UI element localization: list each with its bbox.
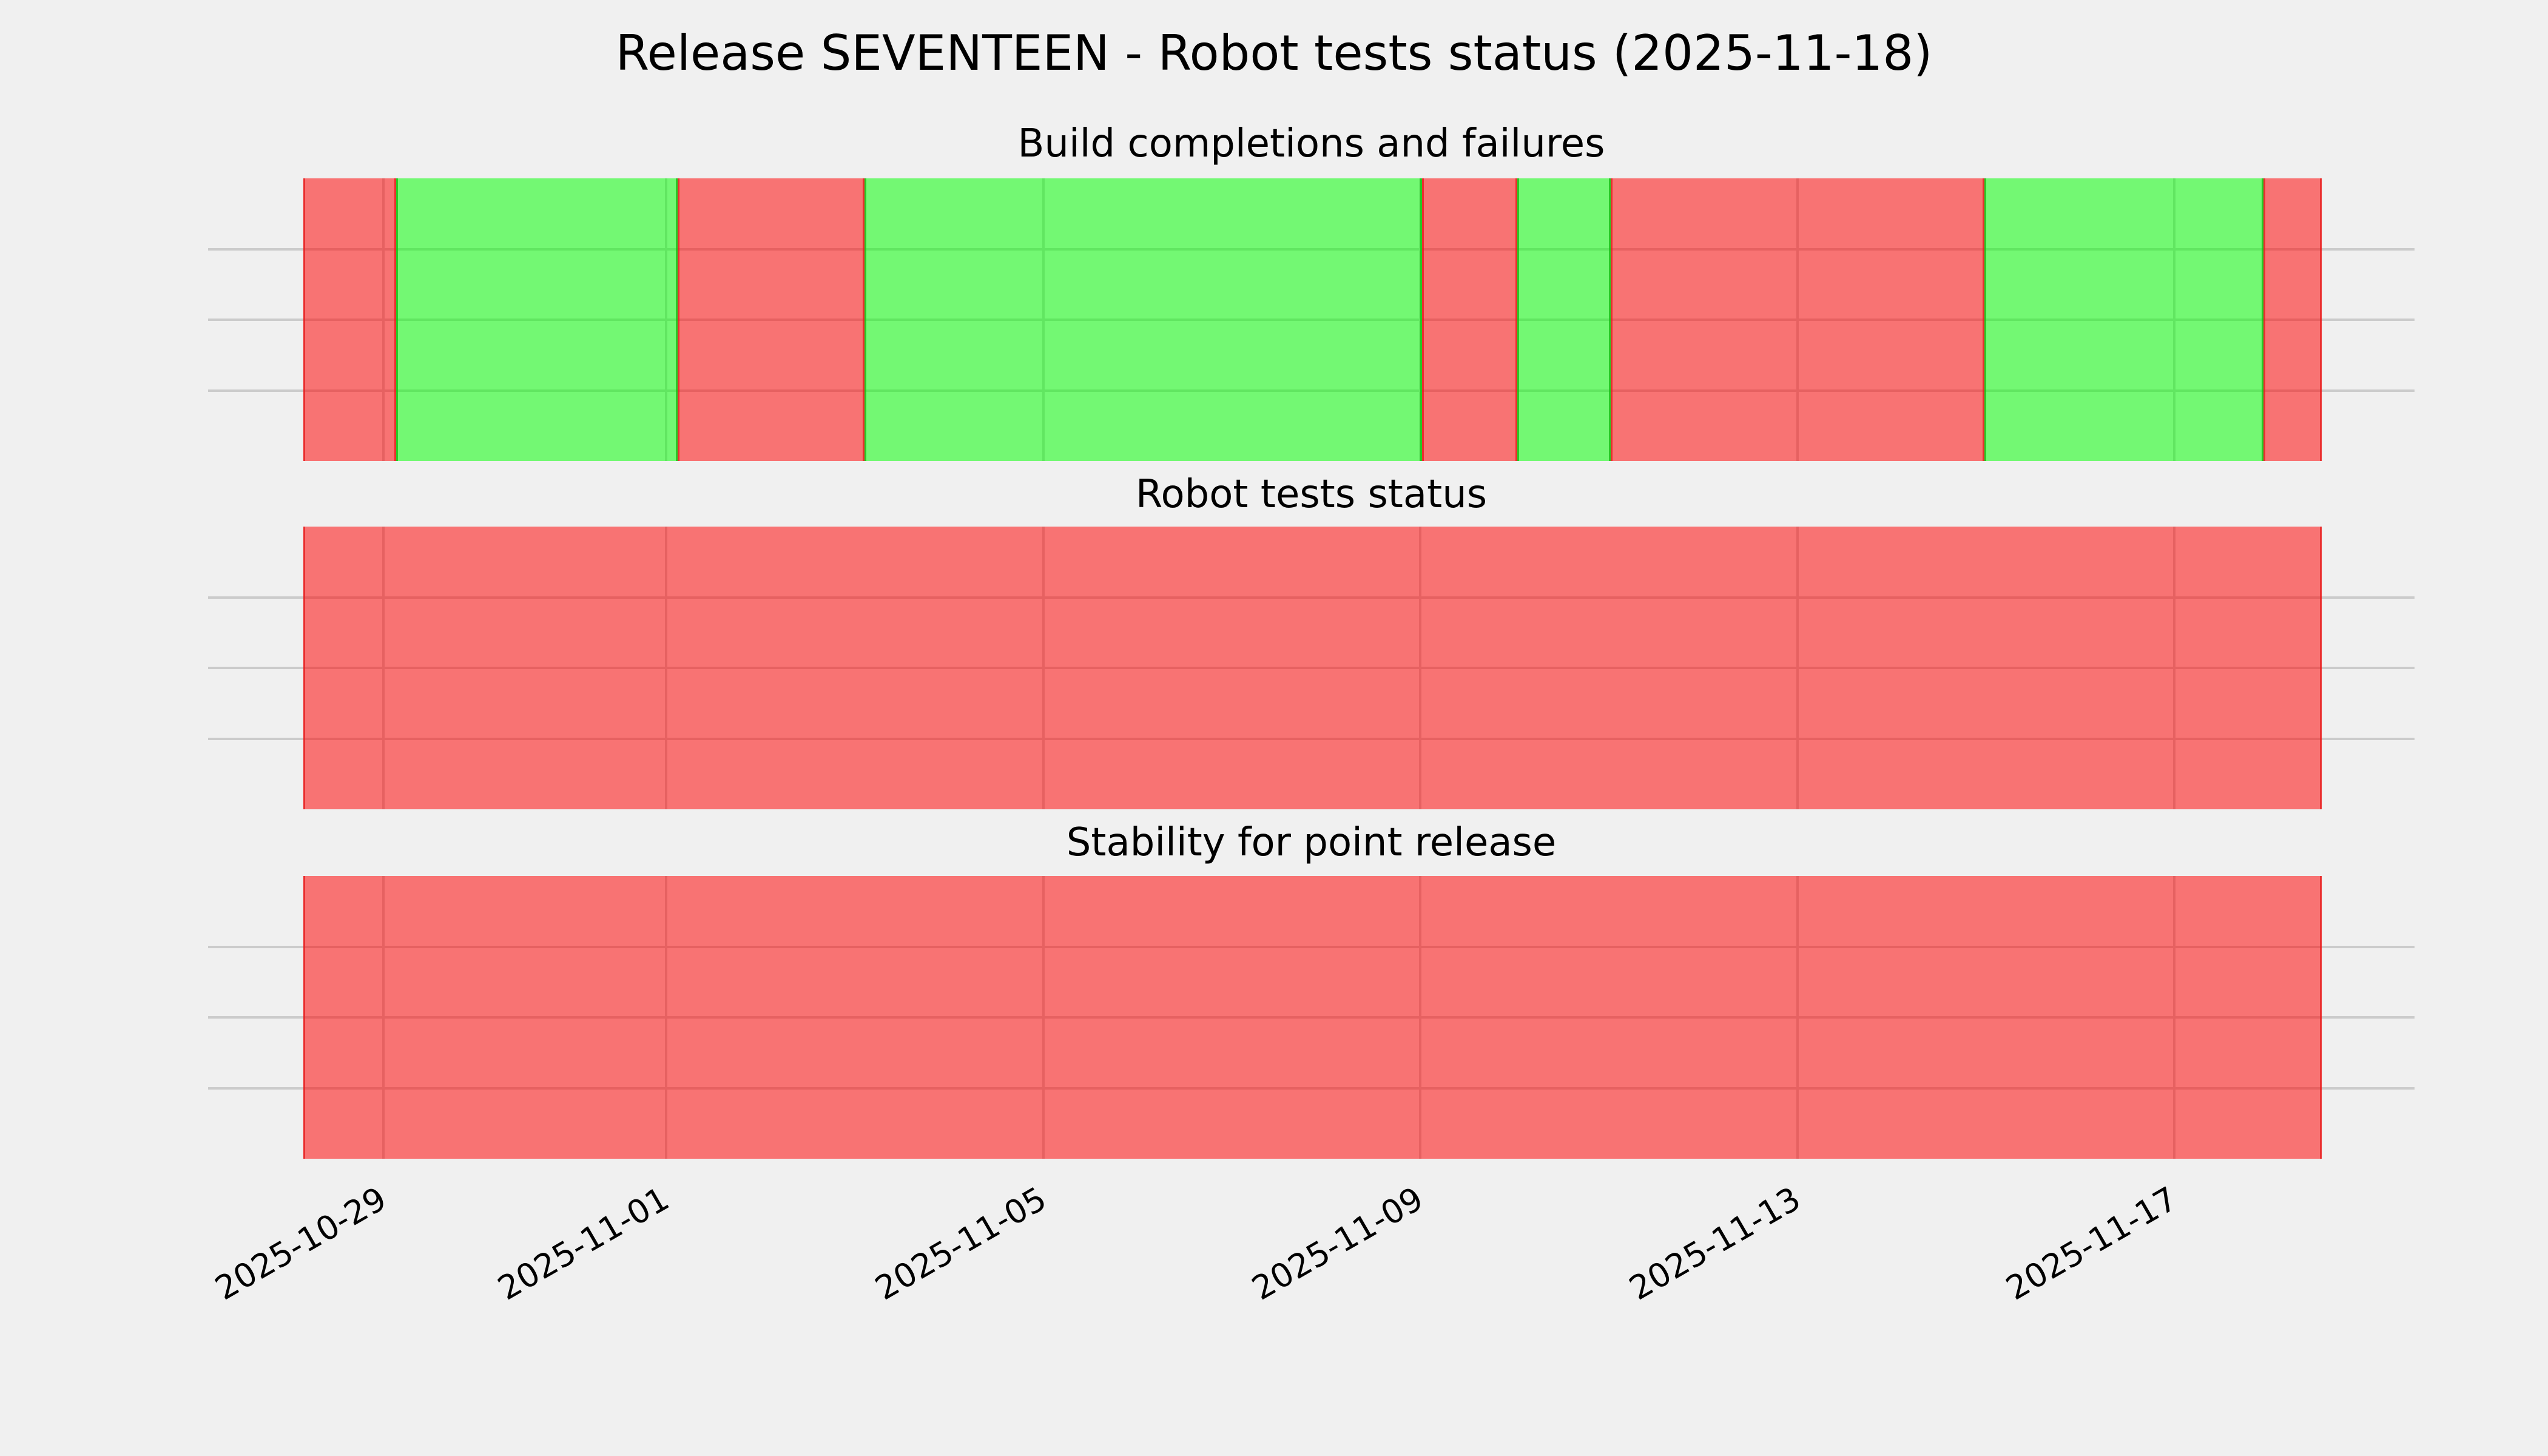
panel-axes-robot-tests: [208, 527, 2415, 809]
panel-title-stability: Stability for point release: [1066, 820, 1557, 865]
plot-area: [303, 876, 2322, 1159]
status-segment-pass: [864, 178, 1422, 461]
status-segment-fail: [2263, 178, 2322, 461]
panel-axes-stability: [208, 876, 2415, 1159]
plot-area: [303, 527, 2322, 809]
x-tick-label: 2025-11-17: [2000, 1179, 2184, 1308]
plot-area: [303, 178, 2322, 461]
panel-axes-build-completions: [208, 178, 2415, 461]
status-segment-fail: [303, 527, 2322, 809]
x-tick-label: 2025-10-29: [209, 1179, 393, 1308]
status-segment-fail: [1421, 178, 1517, 461]
status-segment-fail: [303, 178, 397, 461]
panel-title-build-completions: Build completions and failures: [1017, 121, 1605, 166]
x-tick-label: 2025-11-09: [1245, 1179, 1430, 1308]
status-segment-pass: [1517, 178, 1611, 461]
x-tick-label: 2025-11-13: [1623, 1179, 1807, 1308]
status-segment-fail: [1610, 178, 1985, 461]
status-segment-fail: [678, 178, 864, 461]
status-segment-fail: [303, 876, 2322, 1159]
panel-title-robot-tests: Robot tests status: [1135, 472, 1488, 517]
x-tick-label: 2025-11-01: [491, 1179, 676, 1308]
status-segment-pass: [1984, 178, 2263, 461]
chart-title: Release SEVENTEEN - Robot tests status (…: [615, 25, 1933, 81]
status-segment-pass: [396, 178, 678, 461]
x-tick-label: 2025-11-05: [869, 1179, 1053, 1308]
